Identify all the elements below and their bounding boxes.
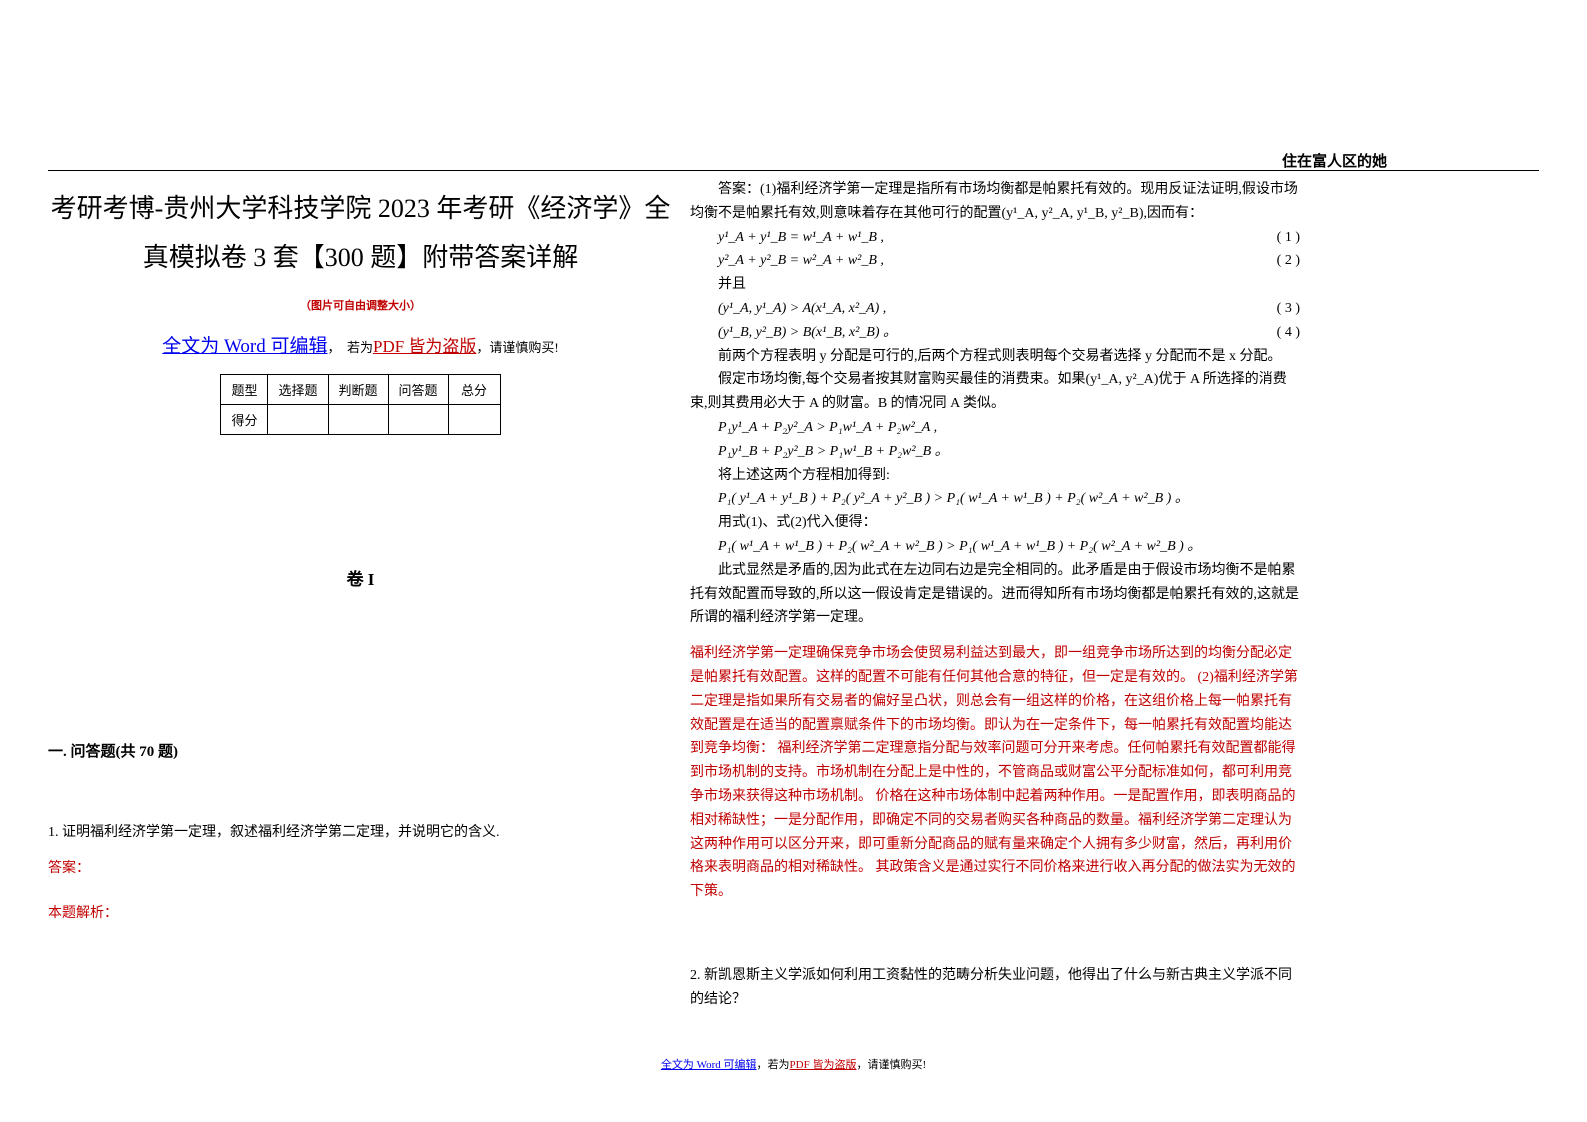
and-label: 并且: [690, 273, 1300, 297]
col-choice: 选择题: [268, 374, 328, 404]
table-row: 题型 选择题 判断题 问答题 总分: [221, 374, 500, 404]
page-footer: 全文为 Word 可编辑，若为PDF 皆为盗版，请谨慎购买!: [0, 1056, 1587, 1072]
footer-mid: ，若为: [757, 1059, 790, 1071]
row-score: 得分: [221, 404, 268, 434]
equation-5: P₁y¹_A + P₂y²_A > P₁w¹_A + P₂w²_A ,: [690, 416, 1300, 440]
footer-word-link[interactable]: 全文为 Word 可编辑: [661, 1059, 757, 1071]
top-divider: [48, 170, 1539, 171]
question-1: 1. 证明福利经济学第一定理，叙述福利经济学第二定理，并说明它的含义.: [48, 821, 673, 841]
answer-line: 答案：(1)福利经济学第一定理是指所有市场均衡都是帕累托有效的。现用反证法证明,…: [690, 178, 1300, 226]
cell-empty: [388, 404, 448, 434]
answer-line: 将上述这两个方程相加得到:: [690, 464, 1300, 488]
col-type: 题型: [221, 374, 268, 404]
cell-empty: [448, 404, 500, 434]
subtitle: （图片可自由调整大小）: [48, 297, 673, 313]
equation-8: P₁( w¹_A + w¹_B ) + P₂( w²_A + w²_B ) > …: [690, 535, 1300, 559]
equation-4: (y¹_B, y²_B) > B(x¹_B, x²_B) 。( 4 ): [690, 321, 1300, 345]
answer-line: 前两个方程表明 y 分配是可行的,后两个方程式则表明每个交易者选择 y 分配而不…: [690, 345, 1300, 369]
explanation-paragraph: 福利经济学第一定理确保竞争市场会使贸易利益达到最大，即一组竞争市场所达到的均衡分…: [690, 642, 1300, 904]
cell-empty: [268, 404, 328, 434]
word-editable-link[interactable]: 全文为 Word 可编辑: [162, 336, 327, 357]
equation-3: (y¹_A, y¹_A) > A(x¹_A, x²_A) ,( 3 ): [690, 297, 1300, 321]
equation-1: y¹_A + y¹_B = w¹_A + w¹_B ,( 1 ): [690, 226, 1300, 250]
left-column: 考研考博-贵州大学科技学院 2023 年考研《经济学》全真模拟卷 3 套【300…: [48, 180, 673, 922]
footer-pdf-link[interactable]: PDF 皆为盗版: [790, 1059, 857, 1071]
editable-suffix: ，请谨慎购买!: [476, 340, 558, 355]
equation-6: P₁y¹_B + P₂y²_B > P₁w¹_B + P₂w²_B 。: [690, 440, 1300, 464]
analysis-label: 本题解析：: [48, 902, 673, 922]
editable-note: 全文为 Word 可编辑， 若为PDF 皆为盗版，请谨慎购买!: [48, 331, 673, 358]
answer-line: 此式显然是矛盾的,因为此式在左边同右边是完全相同的。此矛盾是由于假设市场均衡不是…: [690, 559, 1300, 630]
answer-line: 假定市场均衡,每个交易者按其财富购买最佳的消费束。如果(y¹_A, y²_A)优…: [690, 368, 1300, 416]
equation-7: P₁( y¹_A + y¹_B ) + P₂( y²_A + y²_B ) > …: [690, 487, 1300, 511]
section-heading: 一. 问答题(共 70 题): [48, 740, 673, 761]
answer-label: 答案：: [48, 857, 673, 877]
equation-2: y²_A + y²_B = w²_A + w²_B ,( 2 ): [690, 249, 1300, 273]
pdf-piracy-link[interactable]: PDF 皆为盗版: [373, 337, 476, 356]
volume-label: 卷 I: [48, 565, 673, 590]
cell-empty: [328, 404, 388, 434]
col-answer: 问答题: [388, 374, 448, 404]
col-judge: 判断题: [328, 374, 388, 404]
editable-mid: ， 若为: [327, 340, 373, 355]
col-total: 总分: [448, 374, 500, 404]
question-2: 2. 新凯恩斯主义学派如何利用工资黏性的范畴分析失业问题，他得出了什么与新古典主…: [690, 964, 1300, 1012]
page-header: 住在富人区的她: [1282, 150, 1387, 171]
footer-suffix: ，请谨慎购买!: [856, 1059, 926, 1071]
answer-line: 用式(1)、式(2)代入便得：: [690, 511, 1300, 535]
table-row: 得分: [221, 404, 500, 434]
score-table: 题型 选择题 判断题 问答题 总分 得分: [220, 374, 500, 435]
document-title: 考研考博-贵州大学科技学院 2023 年考研《经济学》全真模拟卷 3 套【300…: [48, 184, 673, 283]
right-column: 答案：(1)福利经济学第一定理是指所有市场均衡都是帕累托有效的。现用反证法证明,…: [690, 178, 1300, 1012]
